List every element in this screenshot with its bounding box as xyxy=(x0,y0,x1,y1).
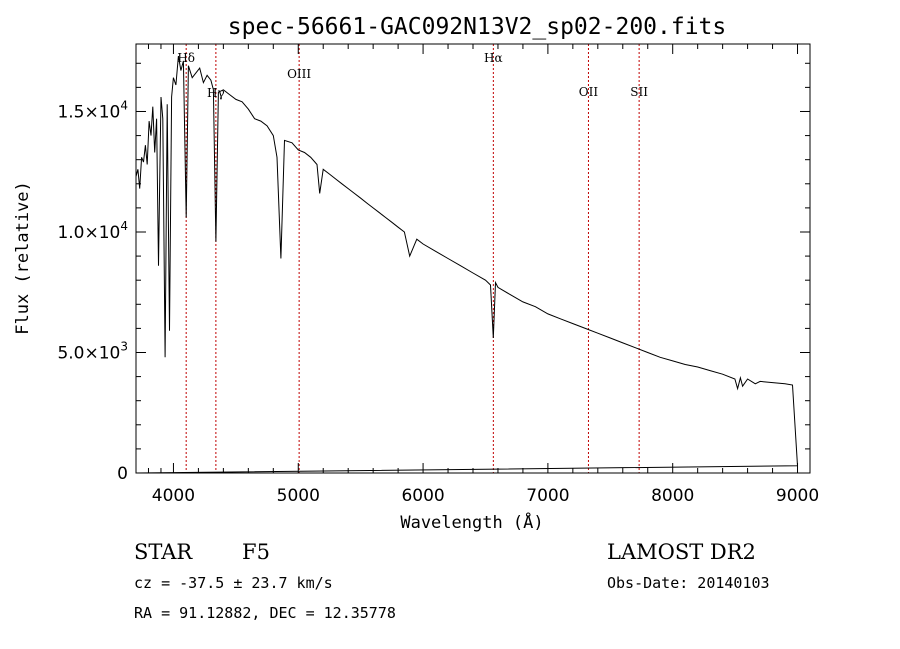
redshift-velocity: cz = -37.5 ± 23.7 km/s xyxy=(134,574,333,592)
survey-name: LAMOST DR2 xyxy=(607,540,756,564)
object-subclass: F5 xyxy=(242,540,270,564)
marker-label: OIII xyxy=(287,67,311,81)
x-tick-label: 4000 xyxy=(152,486,195,506)
marker-label: Hα xyxy=(484,51,503,65)
observation-date: Obs-Date: 20140103 xyxy=(607,574,770,592)
x-tick-label: 5000 xyxy=(277,486,320,506)
y-tick-label: 1.0×104 xyxy=(57,219,128,243)
marker-label: OII xyxy=(579,85,599,99)
x-tick-label: 8000 xyxy=(651,486,694,506)
coordinates: RA = 91.12882, DEC = 12.35778 xyxy=(134,604,396,622)
y-tick-label: 0 xyxy=(117,464,128,484)
marker-label: Hγ xyxy=(207,86,225,100)
y-tick-label: 5.0×103 xyxy=(57,339,128,363)
x-tick-label: 7000 xyxy=(526,486,569,506)
marker-label: Hδ xyxy=(177,51,195,65)
object-class: STAR xyxy=(134,540,193,564)
x-axis-ticks: 4000 5000 6000 7000 8000 9000 xyxy=(147,44,819,506)
chart-title: spec-56661-GAC092N13V2_sp02-200.fits xyxy=(228,14,727,40)
x-axis-label: Wavelength (Å) xyxy=(400,511,543,533)
x-tick-label: 9000 xyxy=(776,486,819,506)
y-axis-label: Flux (relative) xyxy=(13,181,33,335)
y-tick-label: 1.5×104 xyxy=(57,98,128,122)
emission-line-markers: Hδ Hγ OIII Hα OII SII xyxy=(177,44,648,473)
spectrum-line xyxy=(135,56,799,474)
y-axis-ticks: 0 5.0×103 1.0×104 1.5×104 xyxy=(57,62,810,484)
x-tick-label: 6000 xyxy=(401,486,444,506)
marker-label: SII xyxy=(630,85,648,99)
plot-frame xyxy=(135,43,811,474)
